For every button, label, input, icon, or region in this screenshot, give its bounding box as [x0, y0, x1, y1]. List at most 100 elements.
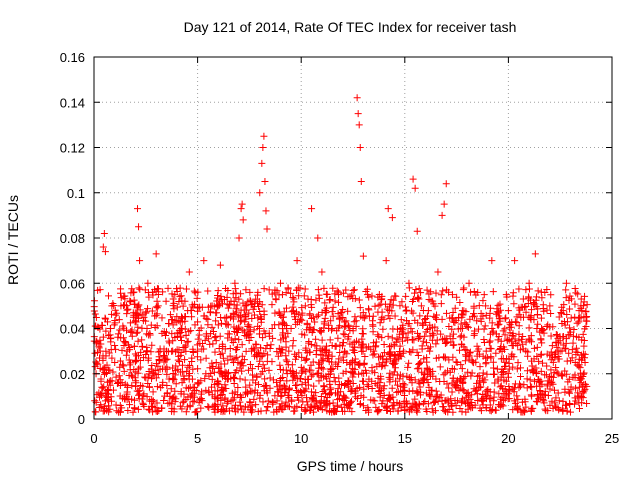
data-point: [509, 329, 517, 337]
data-point: [311, 318, 319, 326]
data-point: [555, 397, 563, 405]
data-point: [436, 363, 444, 371]
data-point: [439, 403, 447, 411]
data-point: [492, 330, 500, 338]
data-point: [208, 359, 216, 367]
data-point: [358, 369, 366, 377]
data-point: [256, 189, 264, 197]
data-point: [523, 384, 531, 392]
data-point: [386, 369, 394, 377]
data-point: [467, 288, 475, 296]
data-point: [135, 352, 143, 360]
data-point: [532, 397, 540, 405]
data-point: [537, 288, 545, 296]
data-point: [301, 356, 309, 364]
data-point: [441, 336, 449, 344]
data-point: [468, 391, 476, 399]
data-point: [228, 336, 236, 344]
data-point: [312, 335, 320, 343]
data-point: [520, 381, 528, 389]
data-point: [378, 334, 386, 342]
data-point: [124, 305, 132, 313]
data-point: [554, 339, 562, 347]
data-point: [139, 317, 147, 325]
data-point: [269, 400, 277, 408]
data-point: [290, 307, 298, 315]
data-point: [328, 358, 336, 366]
data-point: [423, 358, 431, 366]
data-point: [493, 365, 501, 373]
data-point: [301, 302, 309, 310]
data-point: [188, 375, 196, 383]
data-point: [160, 352, 168, 360]
data-point: [115, 316, 123, 324]
data-point: [482, 387, 490, 395]
data-point: [256, 394, 264, 402]
data-point: [423, 286, 431, 294]
data-point: [99, 407, 107, 415]
data-point: [262, 207, 270, 215]
data-point: [205, 387, 213, 395]
data-point: [569, 339, 577, 347]
data-point: [405, 348, 413, 356]
data-point: [546, 302, 554, 310]
data-point: [544, 321, 552, 329]
data-point: [338, 403, 346, 411]
data-point: [443, 309, 451, 317]
data-point: [519, 332, 527, 340]
data-point: [445, 384, 453, 392]
data-point: [575, 318, 583, 326]
data-point: [224, 330, 232, 338]
data-point: [307, 388, 315, 396]
data-point: [117, 302, 125, 310]
data-point: [199, 339, 207, 347]
data-point: [472, 386, 480, 394]
data-point: [112, 401, 120, 409]
data-point: [560, 318, 568, 326]
data-point: [352, 393, 360, 401]
data-point: [257, 353, 265, 361]
data-point: [176, 402, 184, 410]
data-point: [566, 389, 574, 397]
data-point: [404, 329, 412, 337]
data-point: [99, 243, 107, 251]
data-point: [218, 390, 226, 398]
data-point: [122, 351, 130, 359]
data-point: [250, 395, 258, 403]
data-point: [391, 364, 399, 372]
data-point: [108, 310, 116, 318]
data-point: [117, 285, 125, 293]
data-point: [102, 370, 110, 378]
data-point: [440, 406, 448, 414]
data-point: [569, 332, 577, 340]
data-point: [282, 384, 290, 392]
data-point: [497, 373, 505, 381]
data-point: [305, 324, 313, 332]
data-point: [320, 373, 328, 381]
data-point: [402, 334, 410, 342]
data-point: [350, 370, 358, 378]
data-point: [557, 308, 565, 316]
data-point: [178, 361, 186, 369]
data-point: [510, 353, 518, 361]
data-point: [343, 400, 351, 408]
data-point: [140, 402, 148, 410]
data-point: [456, 298, 464, 306]
data-point: [247, 406, 255, 414]
data-point: [159, 288, 167, 296]
data-point: [169, 394, 177, 402]
data-point: [376, 393, 384, 401]
grid-lines: [94, 57, 612, 419]
data-point: [162, 297, 170, 305]
data-point: [332, 389, 340, 397]
data-point: [440, 200, 448, 208]
data-point: [355, 361, 363, 369]
data-point: [407, 325, 415, 333]
data-point: [403, 306, 411, 314]
data-point: [369, 317, 377, 325]
data-point: [276, 279, 284, 287]
data-point: [211, 395, 219, 403]
data-point: [304, 381, 312, 389]
data-point: [194, 307, 202, 315]
data-point: [479, 394, 487, 402]
